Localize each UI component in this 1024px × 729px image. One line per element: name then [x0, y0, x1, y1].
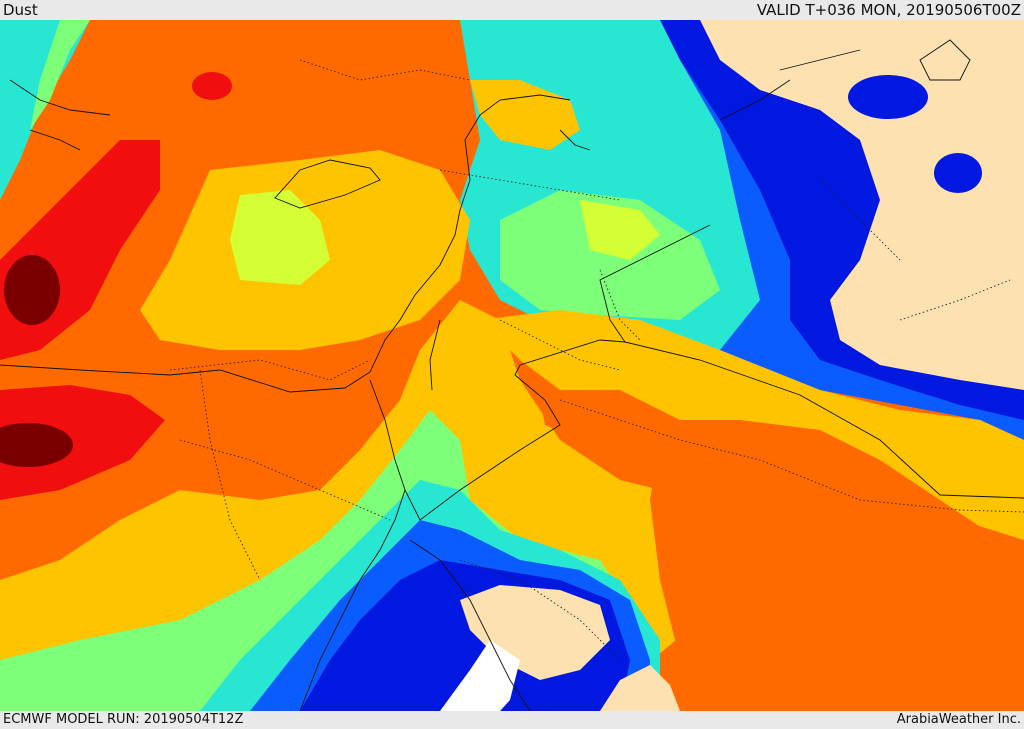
extreme-dust-west: [4, 255, 60, 325]
yellow-region-east: [480, 310, 1024, 540]
map-canvas: [0, 20, 1024, 711]
extreme-dust-southwest: [0, 423, 73, 467]
footer-bar: ECMWF MODEL RUN: 20190504T12Z ArabiaWeat…: [0, 711, 1024, 729]
map-title: Dust: [3, 1, 38, 19]
no-dust-region-southeast: [600, 665, 680, 711]
orange-patch-central: [540, 400, 630, 440]
yellow-green-patch-north: [580, 200, 660, 260]
red-region-west: [0, 385, 165, 500]
red-spot-north: [192, 72, 232, 100]
dust-forecast-map: [0, 20, 1024, 711]
no-dust-region-east: [700, 20, 1024, 390]
coastlines: [0, 39, 1024, 711]
credit: ArabiaWeather Inc.: [896, 712, 1021, 727]
cyan-margin-west: [0, 20, 90, 200]
model-run: ECMWF MODEL RUN: 20190504T12Z: [3, 712, 244, 727]
blue-spot-north: [848, 75, 928, 119]
yellow-green-patch-levant: [230, 190, 330, 285]
blue-spot-east: [934, 153, 982, 193]
white-region-coast: [440, 640, 520, 711]
orange-region-east: [650, 420, 1024, 711]
valid-time: VALID T+036 MON, 20190506T00Z: [756, 1, 1021, 19]
green-margin-west: [30, 20, 90, 130]
border-lines: [169, 59, 1024, 661]
header-bar: Dust VALID T+036 MON, 20190506T00Z: [0, 0, 1024, 20]
